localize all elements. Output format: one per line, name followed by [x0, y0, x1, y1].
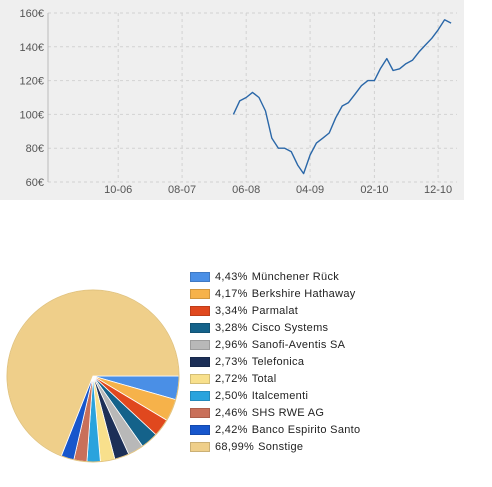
- legend-item: 2,46% SHS RWE AG: [190, 404, 360, 421]
- y-tick-label: 160€: [20, 8, 44, 20]
- legend-value: 2,96%: [215, 338, 248, 351]
- x-tick-label: 08-07: [168, 184, 196, 196]
- legend-item: 2,50% Italcementi: [190, 387, 360, 404]
- legend-swatch: [190, 424, 210, 435]
- legend-item: 4,43% Münchener Rück: [190, 268, 360, 285]
- y-tick-label: 80€: [26, 143, 44, 155]
- legend-label: Parmalat: [251, 304, 299, 317]
- legend-value: 2,72%: [215, 372, 248, 385]
- pie-slices: [6, 289, 180, 463]
- price-line-chart: 60€ 80€ 100€ 120€ 140€ 160€ 10-06 08-07 06-08 04…: [20, 8, 457, 196]
- y-tick-label: 120€: [20, 76, 44, 88]
- x-tick-label: 04-09: [296, 184, 324, 196]
- legend-swatch: [190, 339, 210, 350]
- legend-label: SHS RWE AG: [251, 406, 325, 419]
- y-tick-label: 140€: [20, 42, 44, 54]
- legend-label: Sonstige: [258, 440, 304, 453]
- y-tick-label: 100€: [20, 109, 44, 121]
- legend-value: 3,34%: [215, 304, 248, 317]
- legend-value: 2,46%: [215, 406, 248, 419]
- legend-swatch: [190, 322, 210, 333]
- x-tick-label: 06-08: [232, 184, 260, 196]
- legend-swatch: [190, 288, 210, 299]
- price-series-line: [232, 19, 452, 175]
- legend-item: 3,34% Parmalat: [190, 302, 360, 319]
- legend-label: Münchener Rück: [251, 270, 340, 283]
- legend-item: 2,72% Total: [190, 370, 360, 387]
- legend-item: 3,28% Cisco Systems: [190, 319, 360, 336]
- legend-swatch: [190, 356, 210, 367]
- y-tick-label: 60€: [26, 177, 44, 189]
- legend-value: 2,73%: [215, 355, 248, 368]
- legend-value: 4,43%: [215, 270, 248, 283]
- legend-value: 2,50%: [215, 389, 248, 402]
- legend-item: 2,96% Sanofi-Aventis SA: [190, 336, 360, 353]
- legend-label: Total: [251, 372, 277, 385]
- legend-label: Berkshire Hathaway: [251, 287, 356, 300]
- legend-value: 68,99%: [215, 440, 255, 453]
- line-chart-panel: 60€ 80€ 100€ 120€ 140€ 160€ 10-06 08-07 06-08 04…: [0, 0, 464, 200]
- allocation-pie-chart: [6, 289, 180, 463]
- legend-swatch: [190, 441, 210, 452]
- legend-label: Cisco Systems: [251, 321, 329, 334]
- y-axis: 60€ 80€ 100€ 120€ 140€ 160€: [20, 8, 44, 189]
- series-layer: [232, 19, 452, 175]
- grid: [47, 12, 457, 183]
- legend-label: Banco Espirito Santo: [251, 423, 361, 436]
- legend-label: Sanofi-Aventis SA: [251, 338, 346, 351]
- x-axis: 10-06 08-07 06-08 04-09 02-10 12-10: [104, 184, 452, 196]
- legend-value: 4,17%: [215, 287, 248, 300]
- legend-item: 2,73% Telefonica: [190, 353, 360, 370]
- legend-label: Telefonica: [251, 355, 305, 368]
- legend-swatch: [190, 390, 210, 401]
- legend-swatch: [190, 373, 210, 384]
- legend-value: 2,42%: [215, 423, 248, 436]
- legend-swatch: [190, 407, 210, 418]
- legend-item: 2,42% Banco Espirito Santo: [190, 421, 360, 438]
- legend-swatch: [190, 271, 210, 282]
- legend-value: 3,28%: [215, 321, 248, 334]
- pie-rim: [6, 289, 180, 463]
- legend-swatch: [190, 305, 210, 316]
- legend-item: 4,17% Berkshire Hathaway: [190, 285, 360, 302]
- legend-item: 68,99% Sonstige: [190, 438, 360, 455]
- pie-legend: 4,43% Münchener Rück 4,17% Berkshire Hathaw…: [190, 268, 360, 455]
- x-tick-label: 10-06: [104, 184, 132, 196]
- x-tick-label: 02-10: [360, 184, 388, 196]
- legend-label: Italcementi: [251, 389, 309, 402]
- x-tick-label: 12-10: [424, 184, 452, 196]
